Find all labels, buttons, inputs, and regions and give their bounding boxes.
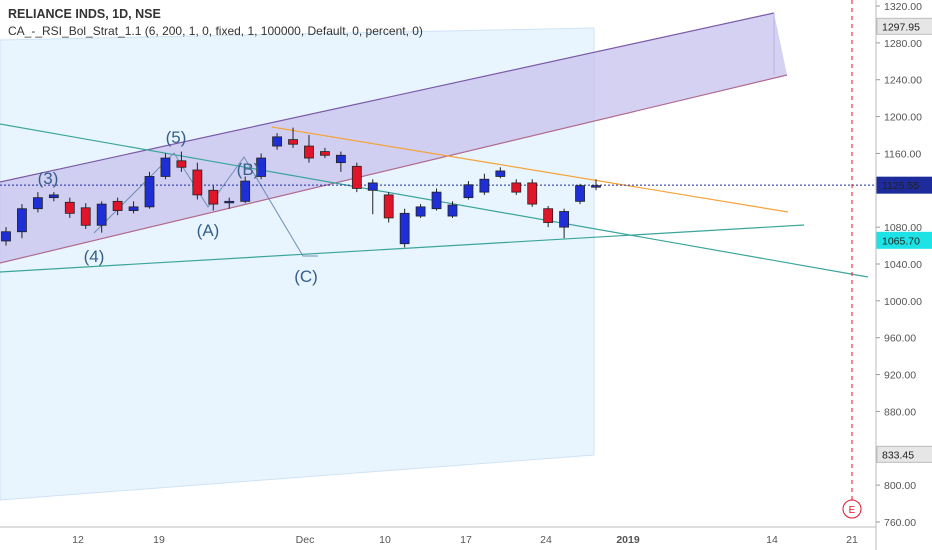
y-tick-label: 1040.00 xyxy=(884,259,922,271)
x-tick-label: 2019 xyxy=(616,534,640,546)
channel-lower-line xyxy=(0,74,788,264)
candle-up xyxy=(559,211,570,228)
price-tag-label: 1297.95 xyxy=(882,21,920,33)
candle-up xyxy=(495,170,506,177)
candle-down xyxy=(80,207,91,226)
candle-up xyxy=(1,231,11,242)
candle-down xyxy=(351,165,362,189)
candle-up xyxy=(447,204,458,217)
candle-down xyxy=(527,182,538,205)
x-tick-label: 19 xyxy=(153,534,165,546)
y-tick-label: 1160.00 xyxy=(884,148,921,160)
x-tick-label: 24 xyxy=(540,534,552,546)
price-tag-box xyxy=(876,176,932,194)
y-tick-label: 880.00 xyxy=(884,406,916,418)
x-tick-label: 12 xyxy=(72,534,84,546)
candle-up xyxy=(272,136,282,147)
candle-up xyxy=(96,203,107,226)
y-tick-label: 960.00 xyxy=(884,333,916,345)
event-marker-label: E xyxy=(849,505,856,516)
y-tick-label: 1080.00 xyxy=(884,222,922,234)
candle-up xyxy=(399,212,410,245)
x-tick-label: 17 xyxy=(460,534,472,546)
candle-down xyxy=(383,194,394,219)
x-tick-label: Dec xyxy=(296,534,315,546)
wave-label: (5) xyxy=(166,128,187,147)
candle-down xyxy=(543,208,554,223)
channel-upper-line xyxy=(0,12,775,183)
candle-up xyxy=(160,157,171,177)
candle-up xyxy=(415,206,426,217)
candle-up xyxy=(144,176,155,208)
price-tag-box xyxy=(876,445,932,463)
candle-up xyxy=(224,200,235,204)
wave-label: (B) xyxy=(237,160,260,179)
candle-down xyxy=(192,169,203,196)
price-tag-box xyxy=(876,17,932,35)
price-tag-label: 1065.70 xyxy=(882,235,920,247)
candle-down xyxy=(64,201,75,214)
price-tag-label: 1125.55 xyxy=(882,180,919,192)
candle-up xyxy=(335,154,346,164)
candle-down xyxy=(176,160,187,168)
wave-label: (C) xyxy=(294,267,318,286)
candle-up xyxy=(575,185,585,202)
y-tick-label: 1240.00 xyxy=(884,75,922,87)
candle-up xyxy=(591,185,601,188)
resistance-line xyxy=(271,126,789,213)
event-marker-circle xyxy=(842,499,862,519)
candle-down xyxy=(511,182,522,193)
y-tick-label: 800.00 xyxy=(884,480,916,492)
x-tick-label: 21 xyxy=(846,534,858,546)
candle-up xyxy=(463,184,474,199)
candle-up xyxy=(128,206,139,211)
y-tick-label: 760.00 xyxy=(884,517,916,529)
candle-down xyxy=(112,200,123,211)
symbol-title: RELIANCE INDS, 1D, NSE xyxy=(8,7,161,21)
candle-down xyxy=(304,145,314,159)
rising-trendline xyxy=(0,224,805,273)
y-tick-label: 1000.00 xyxy=(884,296,922,308)
candle-up xyxy=(32,197,43,210)
x-tick-label: 14 xyxy=(766,534,778,546)
y-tick-label: 1320.00 xyxy=(884,1,922,13)
y-tick-label: 1280.00 xyxy=(884,38,922,50)
candle-up xyxy=(48,194,59,199)
candle-down xyxy=(320,151,330,156)
candle-down xyxy=(208,189,219,205)
wave-label: (A) xyxy=(197,221,220,240)
wave-label: (3) xyxy=(38,169,59,188)
x-tick-label: 10 xyxy=(379,534,391,546)
candle-up xyxy=(17,208,27,233)
wave-label: (4) xyxy=(84,247,105,266)
candle-down xyxy=(288,139,298,145)
candle-up xyxy=(240,180,251,202)
price-tag-label: 833.45 xyxy=(882,449,914,461)
candle-up xyxy=(479,178,490,193)
candle-up xyxy=(431,191,442,210)
price-channel xyxy=(0,13,787,263)
price-tag-box xyxy=(876,231,932,249)
y-tick-label: 920.00 xyxy=(884,370,916,382)
indicator-title: CA_-_RSI_Bol_Strat_1.1 (6, 200, 1, 0, fi… xyxy=(8,24,423,38)
candle-up xyxy=(367,182,378,191)
chart-legend: RELIANCE INDS, 1D, NSE CA_-_RSI_Bol_Stra… xyxy=(8,6,423,40)
y-tick-label: 1200.00 xyxy=(884,112,922,124)
candle-up xyxy=(256,157,267,177)
